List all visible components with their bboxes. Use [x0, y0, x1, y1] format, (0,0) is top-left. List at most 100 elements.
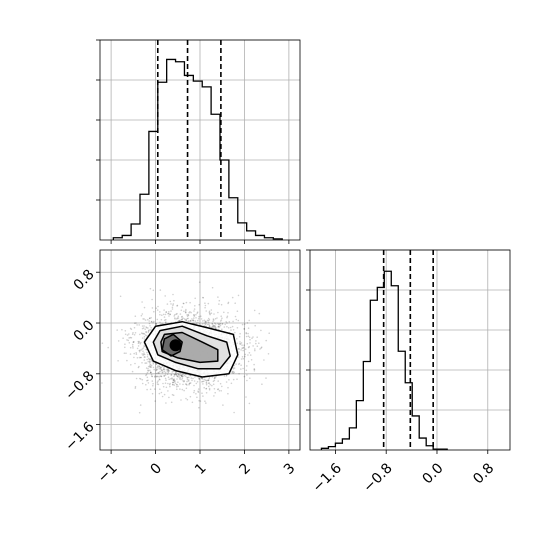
scatter-point	[232, 378, 235, 381]
scatter-point	[249, 338, 251, 341]
scatter-point	[227, 312, 229, 314]
scatter-point	[166, 373, 169, 376]
scatter-point	[167, 369, 170, 371]
scatter-point	[215, 326, 217, 329]
scatter-point	[168, 315, 170, 317]
scatter-point	[146, 351, 148, 354]
scatter-point	[138, 340, 140, 343]
scatter-point	[214, 391, 216, 394]
scatter-point	[129, 353, 132, 355]
scatter-point	[141, 378, 144, 381]
scatter-point	[213, 395, 215, 397]
scatter-point	[167, 369, 169, 372]
density-x-tick-label: −1	[95, 460, 121, 486]
scatter-point	[155, 368, 158, 371]
scatter-point	[236, 338, 238, 340]
scatter-point	[189, 311, 191, 313]
scatter-point	[198, 323, 201, 325]
scatter-point	[208, 389, 211, 391]
scatter-point	[234, 331, 236, 334]
scatter-point	[129, 327, 132, 330]
scatter-point	[217, 296, 219, 298]
scatter-point	[158, 376, 160, 378]
scatter-point	[94, 336, 96, 338]
scatter-point	[165, 321, 167, 323]
scatter-point	[209, 313, 211, 316]
scatter-point	[180, 309, 183, 312]
hist-y-x-tick-label: −1.6	[310, 460, 345, 495]
scatter-point	[174, 314, 176, 316]
scatter-point	[167, 312, 170, 315]
scatter-point	[201, 377, 203, 380]
scatter-point	[214, 377, 216, 379]
scatter-point	[205, 387, 208, 390]
scatter-point	[146, 335, 148, 337]
scatter-point	[150, 358, 152, 360]
scatter-point	[231, 370, 234, 373]
scatter-point	[231, 296, 234, 299]
scatter-point	[188, 312, 190, 314]
scatter-point	[211, 323, 214, 325]
scatter-point	[177, 385, 179, 388]
scatter-point	[197, 391, 200, 394]
scatter-point	[188, 379, 190, 381]
scatter-point	[157, 383, 160, 386]
scatter-point	[186, 376, 189, 379]
scatter-point	[183, 389, 185, 392]
scatter-point	[248, 336, 251, 339]
scatter-point	[209, 312, 211, 315]
scatter-point	[173, 381, 175, 384]
scatter-point	[146, 355, 149, 358]
scatter-point	[208, 318, 211, 321]
scatter-point	[226, 325, 228, 328]
scatter-point	[199, 400, 202, 402]
scatter-point	[147, 357, 150, 360]
scatter-point	[170, 374, 173, 376]
scatter-point	[143, 306, 146, 309]
scatter-point	[253, 370, 256, 372]
scatter-point	[143, 352, 145, 354]
scatter-point	[151, 298, 153, 301]
scatter-point	[201, 378, 204, 380]
scatter-point	[196, 381, 199, 383]
scatter-point	[144, 328, 146, 331]
scatter-point	[265, 377, 267, 379]
scatter-point	[204, 400, 206, 403]
scatter-point	[159, 365, 161, 368]
scatter-point	[238, 348, 240, 350]
scatter-point	[193, 384, 195, 387]
scatter-point	[176, 317, 179, 319]
scatter-point	[163, 368, 165, 371]
scatter-point	[217, 388, 220, 390]
hist-x-frame	[99, 39, 301, 241]
scatter-point	[218, 326, 221, 328]
scatter-point	[173, 384, 176, 386]
scatter-point	[246, 379, 248, 382]
scatter-point	[179, 388, 181, 390]
scatter-point	[145, 367, 148, 369]
scatter-point	[134, 387, 137, 389]
scatter-point	[198, 378, 201, 380]
scatter-point	[143, 333, 146, 335]
scatter-point	[186, 378, 189, 381]
scatter-point	[184, 319, 187, 321]
scatter-point	[220, 303, 223, 306]
scatter-point	[207, 319, 210, 322]
scatter-point	[177, 373, 180, 376]
scatter-point	[179, 319, 181, 322]
scatter-point	[172, 394, 175, 397]
scatter-point	[252, 345, 254, 347]
scatter-point	[170, 303, 172, 305]
scatter-point	[209, 383, 211, 386]
scatter-point	[247, 346, 250, 349]
hist-y-panel: −1.6 −0.8 0.0 0.8	[306, 249, 510, 496]
scatter-point	[216, 388, 219, 391]
scatter-point	[163, 366, 165, 369]
scatter-point	[137, 340, 139, 343]
scatter-point	[208, 325, 211, 327]
scatter-point	[175, 386, 178, 388]
scatter-point	[203, 324, 205, 327]
scatter-point	[253, 363, 255, 366]
scatter-point	[218, 390, 221, 392]
scatter-point	[198, 406, 200, 409]
